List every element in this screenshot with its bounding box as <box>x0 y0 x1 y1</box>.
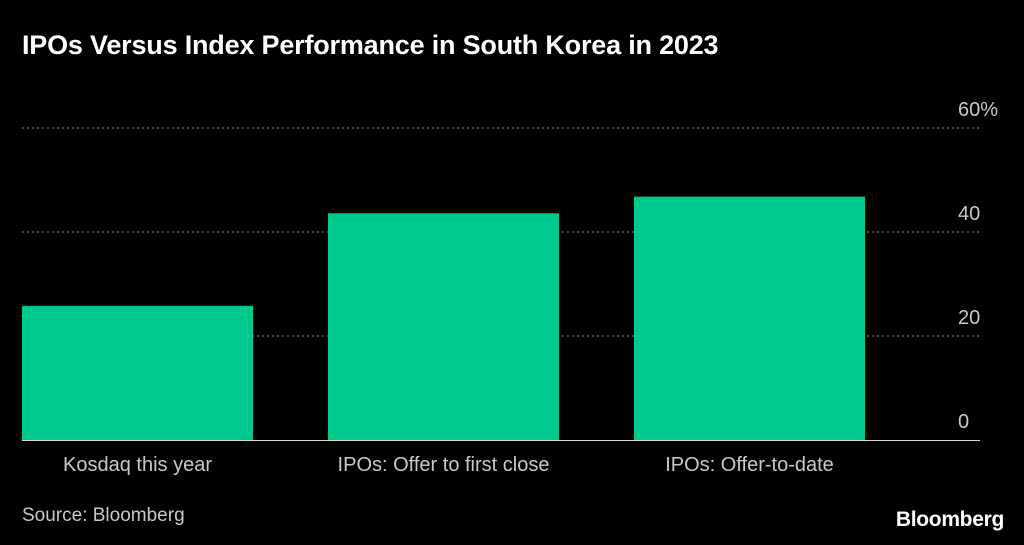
bars <box>22 196 866 440</box>
x-tick-label: Kosdaq this year <box>63 454 212 476</box>
y-tick-label: 60% <box>958 99 998 121</box>
axes: 0 20 40 60% Kosdaq this year IPOs: Offer to f… <box>22 99 998 476</box>
chart-title: IPOs Versus Index Performance in South K… <box>22 30 719 60</box>
y-tick-label: 0 <box>958 411 969 433</box>
x-tick-label: IPOs: Offer to first close <box>338 454 550 476</box>
bloomberg-logo: Bloomberg <box>895 508 1004 531</box>
source-note: Source: Bloomberg <box>22 505 185 526</box>
bar <box>328 213 560 440</box>
y-tick-label: 20 <box>958 307 980 329</box>
bar <box>634 196 866 440</box>
bar <box>22 305 254 440</box>
x-tick-label: IPOs: Offer-to-date <box>665 454 834 476</box>
y-tick-label: 40 <box>958 203 980 225</box>
